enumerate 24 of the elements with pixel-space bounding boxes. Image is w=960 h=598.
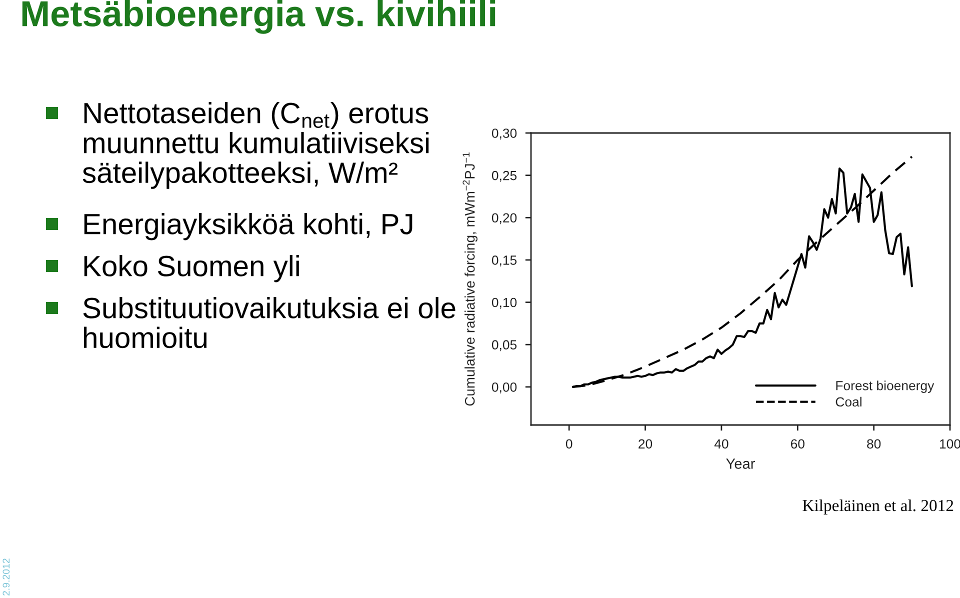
y-tick-label: 0,15 xyxy=(492,256,517,266)
text: Energiayksikköä kohti, PJ xyxy=(84,213,412,240)
text: Substituutiovaikutuksia ei ole huomioitu xyxy=(83,297,456,348)
text: 2.9.2012 xyxy=(2,558,10,596)
x-tick-label: 20 xyxy=(638,439,652,449)
x-axis-title: Year xyxy=(726,458,755,469)
y-tick-label: 0,05 xyxy=(492,340,517,352)
y-axis-title: Cumulative radiative forcing, mWm$^{−2}$PJ$^{−1}$ xyxy=(462,152,478,406)
legend-label: Forest bioenergy xyxy=(836,380,934,393)
y-tick-label: 0,20 xyxy=(492,213,517,224)
text: Kilpeläinen et al. 2012 xyxy=(802,499,954,515)
chart-title: Metsäbioenergia vs. kivihiili xyxy=(22,0,496,34)
x-tick-label: 80 xyxy=(867,439,881,449)
y-tick-label: 0,25 xyxy=(492,170,517,182)
y-tick-label: 0,00 xyxy=(492,382,517,394)
legend-label: Coal xyxy=(836,396,862,407)
text: Koko Suomen yli xyxy=(84,255,299,282)
y-tick-label: 0,10 xyxy=(492,298,517,309)
x-tick-label: 40 xyxy=(714,439,728,449)
text: Nettotaseiden (C$_{net}$) erotus muunnettu kumulatiiviseksi säteilypakotteeksi, W/m² xyxy=(82,102,429,189)
x-tick-label: 100 xyxy=(940,439,960,449)
y-tick-label: 0,30 xyxy=(492,128,517,140)
x-tick-label: 0 xyxy=(566,439,572,449)
x-tick-label: 60 xyxy=(790,439,804,449)
